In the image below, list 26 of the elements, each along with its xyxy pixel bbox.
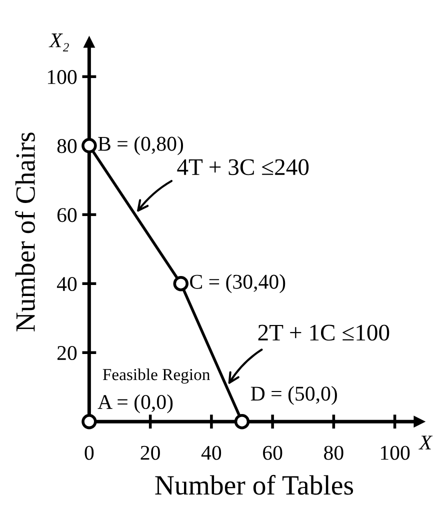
annotation: C = (30,40) [190, 274, 286, 294]
annotation: B = (0,80) [98, 136, 184, 156]
x-tick-label: 40 [201, 446, 222, 460]
x-tick-label: 100 [381, 446, 410, 460]
x-tick-label: 20 [140, 446, 160, 460]
annotation: Feasible Region [102, 368, 210, 384]
x-axis-title: Number of Tables [155, 474, 354, 495]
annotation: D = (50,0) [250, 386, 337, 405]
x-tick-label: 80 [324, 446, 344, 460]
annotation: 4T + 3C ≤240 [177, 159, 309, 176]
y-tick-label: 100 [48, 70, 77, 84]
y-tick-label: 60 [57, 208, 77, 222]
point [82, 138, 97, 154]
y-tick-label: 20 [57, 346, 77, 360]
y-tick-label: 40 [56, 276, 77, 292]
point [82, 414, 97, 430]
point [173, 276, 189, 292]
y-tick-label: 80 [57, 139, 77, 154]
annotation: A = (0,0) [98, 394, 173, 414]
x-tick-label: 0 [84, 446, 94, 460]
point [234, 414, 250, 430]
text: X [418, 436, 433, 450]
text: X₂ [48, 34, 69, 52]
x-tick-label: 60 [263, 446, 282, 460]
y-axis-title: Number of Chairs [15, 132, 35, 332]
annotation: 2T + 1C ≤100 [258, 324, 390, 341]
